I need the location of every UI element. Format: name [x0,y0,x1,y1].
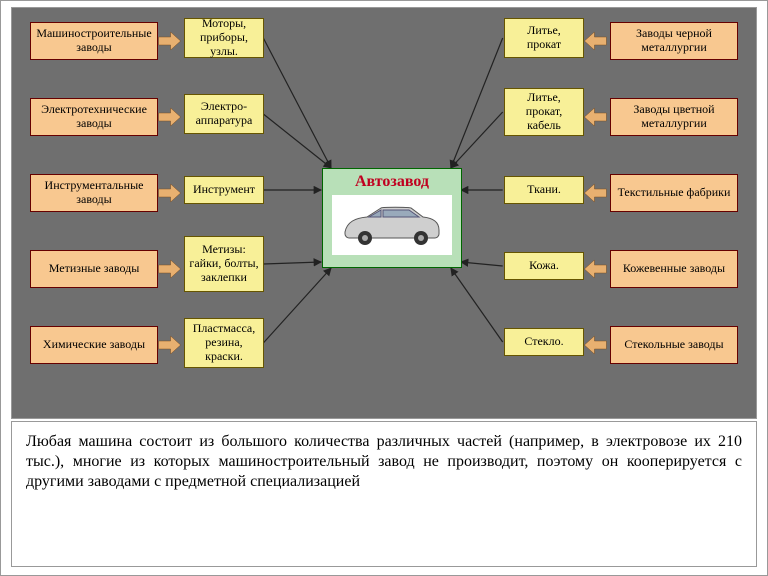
flow-arrow [451,268,503,342]
supply-arrow-icon [584,336,606,354]
supply-arrow-icon [159,260,181,278]
diagram-panel: Автозавод Машиностроительные заводы Моторы… [11,7,757,419]
product-left-2: Инструмент [184,176,264,204]
supply-arrow-icon [159,108,181,126]
page: Автозавод Машиностроительные заводы Моторы… [0,0,768,576]
caption-text: Любая машина состоит из большого количес… [11,421,757,567]
flow-arrow [451,38,503,168]
center-autofactory: Автозавод [322,168,462,268]
factory-right-1: Заводы цветной металлургии [610,98,738,136]
product-right-4: Стекло. [504,328,584,356]
factory-right-3: Кожевенные заводы [610,250,738,288]
factory-right-0: Заводы черной металлургии [610,22,738,60]
car-icon [332,195,452,255]
product-right-1: Литье, прокат, кабель [504,88,584,136]
supply-arrow-icon [159,32,181,50]
flow-arrow [263,114,331,168]
center-title: Автозавод [327,173,457,191]
supply-arrow-icon [584,260,606,278]
flow-arrow [451,112,503,168]
factory-right-4: Стекольные заводы [610,326,738,364]
factory-left-4: Химические заводы [30,326,158,364]
factory-left-1: Электротехнические заводы [30,98,158,136]
product-right-3: Кожа. [504,252,584,280]
flow-arrow [263,38,331,168]
product-left-1: Электро-аппаратура [184,94,264,134]
factory-left-2: Инструментальные заводы [30,174,158,212]
factory-left-0: Машиностроительные заводы [30,22,158,60]
supply-arrow-icon [159,184,181,202]
supply-arrow-icon [584,184,606,202]
flow-arrow [461,262,503,266]
supply-arrow-icon [159,336,181,354]
factory-right-2: Текстильные фабрики [610,174,738,212]
product-right-0: Литье, прокат [504,18,584,58]
product-left-4: Пластмасса, резина, краски. [184,318,264,368]
flow-arrow [263,268,331,343]
product-right-2: Ткани. [504,176,584,204]
factory-left-3: Метизные заводы [30,250,158,288]
product-left-3: Метизы: гайки, болты, заклепки [184,236,264,292]
supply-arrow-icon [584,32,606,50]
flow-arrow [263,262,321,264]
supply-arrow-icon [584,108,606,126]
product-left-0: Моторы, приборы, узлы. [184,18,264,58]
